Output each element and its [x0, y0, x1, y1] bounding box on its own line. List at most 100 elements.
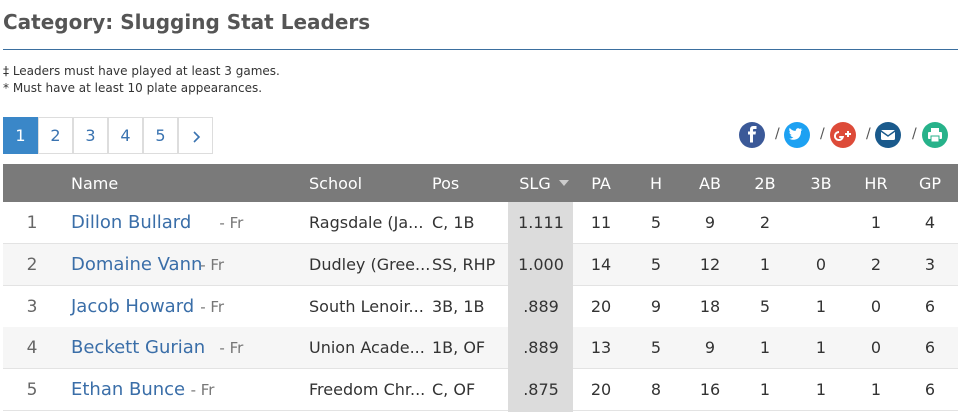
stat: 2 [870, 254, 882, 274]
table-row [3, 202, 958, 244]
stat: 0 [870, 338, 882, 358]
position: 1B, OF [432, 338, 486, 358]
stat: 3 [924, 254, 936, 274]
table-row [3, 243, 958, 286]
stat: 9 [704, 213, 716, 232]
column-header: 3B [810, 174, 832, 193]
stat: 1 [759, 338, 771, 358]
chevron-icon [192, 130, 200, 143]
stat: 5 [759, 296, 771, 316]
school: Ragsdale (Ja... [309, 213, 424, 232]
player-class: - Fr [219, 214, 244, 232]
sort-arrow [559, 180, 569, 186]
stat: 1 [870, 380, 882, 400]
sorted-column-highlight [508, 202, 573, 412]
stat: 1 [870, 213, 882, 232]
page-button[interactable]: 2 [38, 117, 73, 154]
table-row [3, 285, 958, 328]
player-class: - Fr [200, 255, 225, 274]
school: Freedom Chr... [309, 380, 426, 400]
table-header [3, 164, 958, 202]
share-separator: / [775, 126, 780, 142]
stat: 16 [699, 380, 721, 400]
stat: 8 [650, 380, 662, 400]
rank: 1 [26, 213, 38, 233]
column-header: Pos [432, 174, 460, 193]
stat: 0 [870, 296, 882, 316]
column-header: H [649, 174, 663, 193]
stat: 11 [590, 213, 612, 232]
stat: 5 [650, 338, 662, 358]
stat: 14 [590, 254, 612, 274]
school: Dudley (Gree... [309, 254, 431, 274]
divider [3, 49, 958, 50]
stat: 1 [815, 338, 827, 358]
stat: .889 [523, 296, 559, 316]
stat: 6 [924, 338, 936, 358]
stat: 9 [704, 338, 716, 358]
page-button[interactable]: 3 [73, 117, 108, 154]
stat: .889 [523, 338, 559, 358]
next-page-button[interactable] [178, 117, 213, 154]
stat: 5 [650, 254, 662, 274]
rank: 5 [26, 380, 38, 401]
stat: 4 [924, 213, 936, 232]
page-button[interactable]: 4 [108, 117, 143, 154]
position: 3B, 1B [432, 296, 485, 316]
column-header: Name [71, 174, 119, 193]
rank: 4 [26, 338, 38, 359]
page-title: Category: Slugging Stat Leaders [3, 10, 371, 34]
table-row [3, 369, 958, 412]
stat: 0 [815, 254, 827, 274]
table-row [3, 327, 958, 370]
share-icons [739, 122, 948, 148]
position: C, OF [432, 380, 476, 400]
stat: 1 [815, 380, 827, 400]
column-header: School [309, 174, 363, 193]
column-header: AB [699, 174, 721, 193]
page-button[interactable]: 5 [143, 117, 178, 154]
stat: 2 [759, 213, 771, 232]
stat: 5 [650, 213, 662, 232]
player-class: - Fr [190, 381, 215, 400]
player-class: - Fr [200, 297, 225, 316]
stat: 1 [759, 254, 771, 274]
stat: 18 [699, 296, 721, 316]
school: South Lenoir... [309, 296, 424, 316]
column-header: 2B [754, 174, 776, 193]
player-name[interactable]: Jacob Howard [71, 295, 195, 317]
column-header: GP [918, 174, 942, 193]
note: ‡ Leaders must have played at least 3 ga… [3, 64, 280, 78]
stat: 1.000 [518, 254, 564, 274]
position: C, 1B [432, 213, 475, 232]
stat: 20 [590, 380, 612, 400]
school: Union Acade... [309, 338, 425, 358]
stat: 13 [590, 338, 612, 358]
column-header: PA [591, 174, 611, 193]
page-button[interactable]: 1 [3, 117, 38, 154]
column-header: HR [864, 174, 888, 193]
google-plus-icon[interactable] [830, 122, 856, 148]
stat: 9 [650, 296, 662, 316]
share-separator: / [820, 126, 825, 142]
stat: 1.111 [518, 213, 564, 232]
rank: 3 [26, 296, 38, 317]
rank: 2 [26, 254, 38, 275]
column-header[interactable]: SLG [519, 174, 551, 193]
stat: 6 [924, 380, 936, 400]
stat: .875 [523, 380, 559, 400]
player-class: - Fr [219, 339, 244, 358]
stat: 12 [699, 254, 721, 274]
stat: 20 [590, 296, 612, 316]
stat: 6 [924, 296, 936, 316]
player-name[interactable]: Beckett Gurian [71, 337, 206, 359]
position: SS, RHP [432, 254, 496, 274]
share-separator: / [866, 126, 871, 142]
note: * Must have at least 10 plate appearance… [3, 81, 263, 95]
player-name[interactable]: Domaine Vann [71, 253, 203, 275]
share-separator: / [912, 126, 917, 142]
stat: 1 [815, 296, 827, 316]
player-name[interactable]: Ethan Bunce [71, 379, 186, 401]
player-name[interactable]: Dillon Bullard [71, 212, 192, 233]
